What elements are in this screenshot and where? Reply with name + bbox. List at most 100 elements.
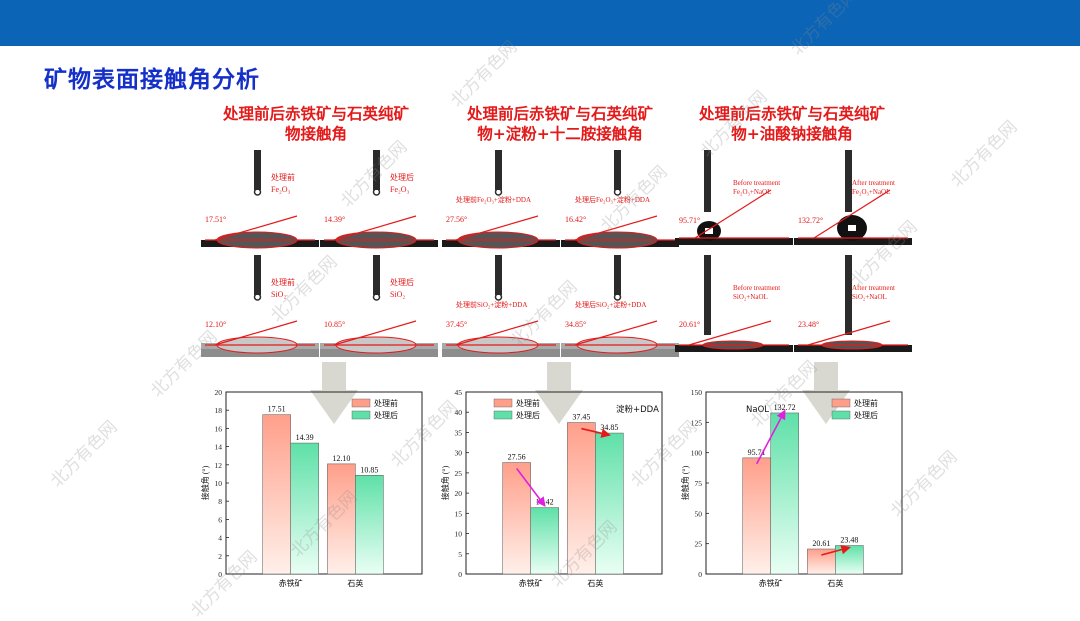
column-title-1-line1: 处理前后赤铁矿与石英纯矿 <box>222 105 409 123</box>
y-tick-label: 20 <box>215 388 223 397</box>
tangent-line <box>214 215 298 241</box>
y-tick-label: 25 <box>695 540 703 549</box>
y-axis-label: 接触角 (°) <box>200 465 210 500</box>
chart-annotation: 淀粉+DDA <box>616 404 659 415</box>
bar-value-label: 17.51 <box>268 405 286 414</box>
x-tick-label: 赤铁矿 <box>519 578 543 588</box>
needle-tip <box>494 188 503 196</box>
needle-tip <box>372 293 381 301</box>
tangent-line <box>813 189 891 239</box>
y-tick-label: 125 <box>691 418 703 427</box>
photo-label: 处理后 <box>390 277 414 287</box>
legend-swatch <box>351 410 371 420</box>
tangent-line <box>694 189 772 239</box>
y-tick-label: 100 <box>691 449 703 458</box>
photo-label: After treatment <box>852 179 895 187</box>
angle-label: 16.42° <box>565 215 586 224</box>
photo-label-2: SiO₂+NaOL <box>852 293 887 301</box>
photo-label: 处理后Fe₂O₃+淀粉+DDA <box>575 195 650 204</box>
droplet-photo-svg: 17.51° 处理前 Fe₂O₃ <box>201 150 319 249</box>
y-tick-label: 16 <box>215 424 223 433</box>
tangent-line <box>807 320 891 346</box>
y-tick-label: 25 <box>455 469 463 478</box>
change-arrow <box>755 409 786 465</box>
y-tick-label: 40 <box>455 408 463 417</box>
photo-label-2: Fe₂O₃+NaOL <box>733 188 771 196</box>
legend-label: 处理前 <box>516 398 540 408</box>
angle-label: 37.45° <box>446 320 467 329</box>
droplet-photo: 132.72° After treatment Fe₂O₃+NaOL <box>794 150 912 252</box>
needle <box>704 150 711 212</box>
photo-label-2: SiO₂ <box>271 290 286 299</box>
legend-label: 处理后 <box>374 410 398 420</box>
needle-tip <box>613 293 622 301</box>
legend-label: 处理后 <box>854 410 878 420</box>
y-tick-label: 2 <box>218 552 222 561</box>
bar-before <box>327 463 356 575</box>
angle-label: 17.51° <box>205 215 226 224</box>
needle <box>614 150 621 190</box>
needle <box>373 150 380 190</box>
y-tick-label: 0 <box>458 570 462 579</box>
slide-title: 矿物表面接触角分析 <box>44 67 260 93</box>
substrate <box>794 238 912 245</box>
column-title-3-line1: 处理前后赤铁矿与石英纯矿 <box>698 105 885 123</box>
bar-value-label: 27.56 <box>508 453 526 462</box>
angle-label: 10.85° <box>324 320 345 329</box>
photo-label: 处理前 <box>271 172 295 182</box>
bar-value-label: 14.39 <box>296 433 314 442</box>
y-tick-label: 75 <box>695 479 703 488</box>
bar-value-label: 10.85 <box>360 465 378 474</box>
down-arrow-icon <box>535 362 583 424</box>
droplet-photo: 10.85° 处理后 SiO₂ <box>320 255 438 357</box>
droplet-photo: 14.39° 处理后 Fe₂O₃ <box>320 150 438 252</box>
droplet-photo: 20.61° Before treatment SiO₂+NaOL <box>675 255 793 357</box>
bar-before <box>502 462 531 575</box>
photo-label: Before treatment <box>733 284 780 292</box>
needle <box>495 150 502 190</box>
y-tick-label: 15 <box>455 509 463 518</box>
y-tick-label: 0 <box>218 570 222 579</box>
y-tick-label: 10 <box>455 530 463 539</box>
droplet-photo: 12.10° 处理前 SiO₂ <box>201 255 319 357</box>
column-title-1-line2: 物接触角 <box>284 125 347 143</box>
tangent-line <box>333 320 417 346</box>
change-arrow <box>581 427 611 438</box>
photo-label: 处理前SiO₂+淀粉+DDA <box>456 300 527 309</box>
needle <box>845 255 852 335</box>
needle <box>845 150 852 212</box>
y-tick-label: 30 <box>455 449 463 458</box>
droplet-highlight <box>848 225 856 231</box>
y-tick-label: 50 <box>695 509 703 518</box>
angle-label: 14.39° <box>324 215 345 224</box>
change-arrow <box>516 468 546 507</box>
y-axis-label: 接触角 (°) <box>440 465 450 500</box>
photo-label: Before treatment <box>733 179 780 187</box>
bar-after <box>770 412 799 575</box>
bar-value-label: 20.61 <box>812 539 830 548</box>
tangent-line <box>574 320 658 346</box>
plot-frame <box>465 391 663 575</box>
angle-label: 27.56° <box>446 215 467 224</box>
photo-label-2: Fe₂O₃ <box>390 185 410 194</box>
down-arrow-icon <box>802 362 850 424</box>
needle <box>373 255 380 295</box>
tangent-line <box>574 215 658 241</box>
droplet-photo: 34.85° 处理后SiO₂+淀粉+DDA <box>561 255 679 357</box>
tangent-line <box>455 320 539 346</box>
droplet-photo: 17.51° 处理前 Fe₂O₃ <box>201 150 319 252</box>
needle-tip <box>613 188 622 196</box>
bar-value-label: 34.85 <box>600 423 618 432</box>
y-tick-label: 35 <box>455 428 463 437</box>
droplet-photo-svg: 12.10° 处理前 SiO₂ <box>201 255 319 357</box>
y-tick-label: 12 <box>215 461 223 470</box>
photo-label: 处理后SiO₂+淀粉+DDA <box>575 300 646 309</box>
column-title-2-line1: 处理前后赤铁矿与石英纯矿 <box>466 105 653 123</box>
tangent-line <box>214 320 298 346</box>
bar-before <box>262 414 291 575</box>
droplet-photo-svg: 27.56° 处理前Fe₂O₃+淀粉+DDA <box>442 150 560 249</box>
y-tick-label: 6 <box>218 515 222 524</box>
droplet-photo-svg: 16.42° 处理后Fe₂O₃+淀粉+DDA <box>561 150 679 249</box>
